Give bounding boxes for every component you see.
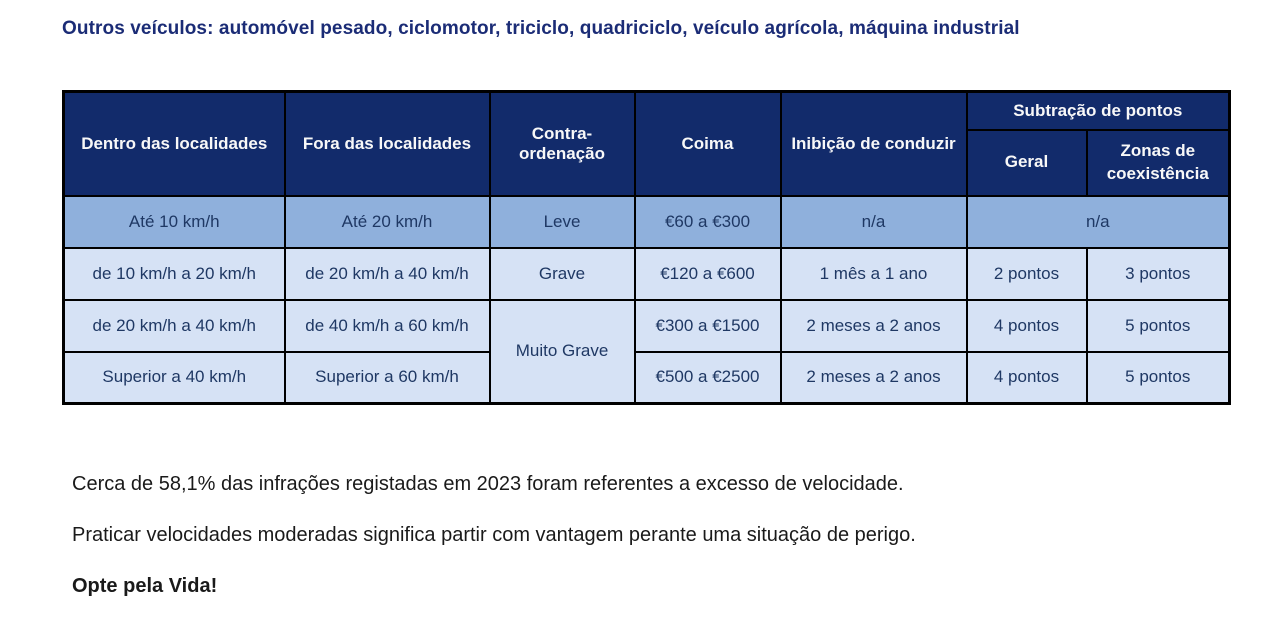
table-body: Até 10 km/h Até 20 km/h Leve €60 a €300 … [62, 194, 1231, 405]
speeding-penalties-table: Dentro das localidades Fora das localida… [62, 90, 1232, 405]
header-pontos-geral: Geral [965, 128, 1088, 197]
cell-coima: €120 a €600 [633, 246, 782, 301]
cell-fora: Até 20 km/h [283, 194, 491, 249]
cell-pontos-zonas: 3 pontos [1085, 246, 1231, 301]
cell-contra-merged: Muito Grave [488, 298, 636, 405]
cell-fora: Superior a 60 km/h [283, 350, 491, 405]
cell-contra: Leve [488, 194, 636, 249]
cell-inibicao: 2 meses a 2 anos [779, 298, 968, 353]
cell-pontos-geral: 2 pontos [965, 246, 1088, 301]
cell-dentro: de 10 km/h a 20 km/h [62, 246, 286, 301]
header-contra-ordenacao: Contra-ordenação [488, 90, 636, 197]
cell-inibicao: n/a [779, 194, 968, 249]
cell-dentro: de 20 km/h a 40 km/h [62, 298, 286, 353]
cell-inibicao: 2 meses a 2 anos [779, 350, 968, 405]
header-pontos-zonas-coexistencia: Zonas de coexistência [1085, 128, 1231, 197]
cell-contra: Grave [488, 246, 636, 301]
cell-coima: €500 a €2500 [633, 350, 782, 405]
note-advice: Praticar velocidades moderadas significa… [72, 524, 916, 546]
cell-pontos-geral: 4 pontos [965, 350, 1088, 405]
note-statistic: Cerca de 58,1% das infrações registadas … [72, 473, 904, 495]
cell-pontos-merged: n/a [965, 194, 1231, 249]
cell-coima: €300 a €1500 [633, 298, 782, 353]
table-row-grave: de 10 km/h a 20 km/h de 20 km/h a 40 km/… [62, 246, 1231, 301]
cell-pontos-zonas: 5 pontos [1085, 350, 1231, 405]
header-fora-localidades: Fora das localidades [283, 90, 491, 197]
table-row-muito-grave-1: de 20 km/h a 40 km/h de 40 km/h a 60 km/… [62, 298, 1231, 405]
note-slogan: Opte pela Vida! [72, 575, 218, 597]
header-coima: Coima [633, 90, 782, 197]
cell-dentro: Até 10 km/h [62, 194, 286, 249]
cell-pontos-geral: 4 pontos [965, 298, 1088, 353]
cell-fora: de 20 km/h a 40 km/h [283, 246, 491, 301]
table-row-muito-grave-2: Superior a 40 km/h Superior a 60 km/h €5… [62, 350, 1231, 405]
cell-pontos-zonas: 5 pontos [1085, 298, 1231, 353]
table-header: Dentro das localidades Fora das localida… [62, 90, 1231, 197]
notes-block: Cerca de 58,1% das infrações registadas … [72, 472, 916, 625]
header-inibicao-conduzir: Inibição de conduzir [779, 90, 968, 197]
header-row-sub: Geral Zonas de coexistência [64, 128, 1231, 197]
cell-fora: de 40 km/h a 60 km/h [283, 298, 491, 353]
header-subtracao-pontos-group: Subtração de pontos [965, 90, 1231, 131]
header-dentro-localidades: Dentro das localidades [62, 90, 286, 197]
cell-coima: €60 a €300 [633, 194, 782, 249]
table-row-leve: Até 10 km/h Até 20 km/h Leve €60 a €300 … [62, 194, 1231, 249]
header-row-top: Dentro das localidades Fora das localida… [62, 90, 1231, 197]
cell-inibicao: 1 mês a 1 ano [779, 246, 968, 301]
cell-dentro: Superior a 40 km/h [62, 350, 286, 405]
page-title: Outros veículos: automóvel pesado, ciclo… [62, 18, 1020, 39]
